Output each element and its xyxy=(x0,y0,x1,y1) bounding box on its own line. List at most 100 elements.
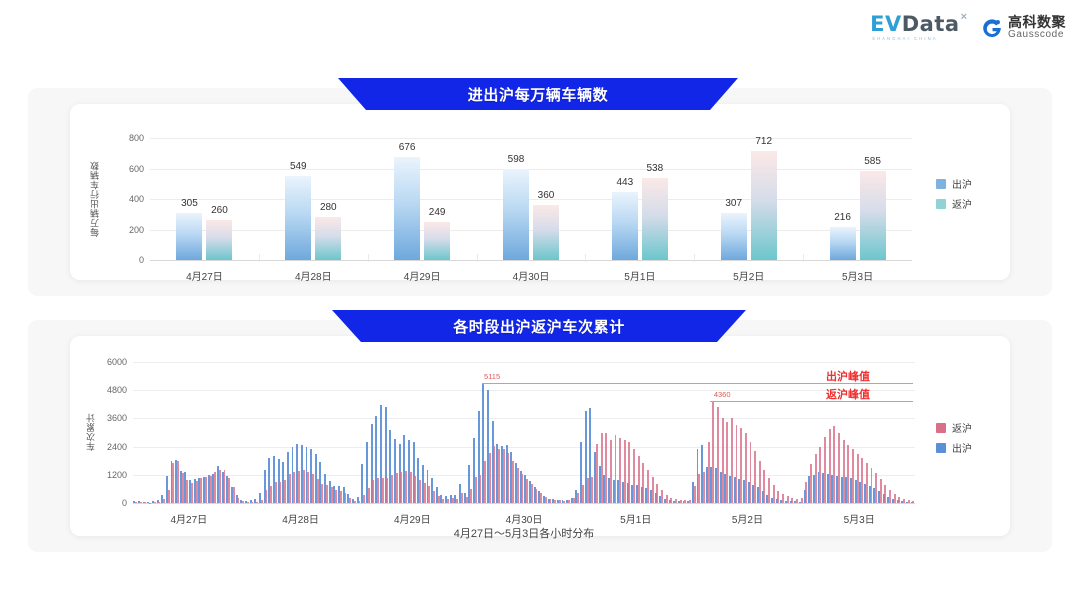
chart2-bar-out xyxy=(645,488,648,503)
chart2-bar-back xyxy=(293,471,296,503)
chart2-bar-out xyxy=(366,442,368,503)
chart2-x-axis-caption: 4月27日～5月3日各小时分布 xyxy=(453,528,595,540)
chart2-bar-out xyxy=(780,500,783,503)
chart2-bar-out xyxy=(812,474,815,503)
chart2-bar-out xyxy=(817,472,820,503)
chart2-bar-out xyxy=(691,481,694,503)
chart2-bar-back xyxy=(391,475,394,503)
chart1-legend-item[interactable]: 返沪 xyxy=(936,196,972,211)
chart2-x-tick: 4月30日 xyxy=(505,515,543,526)
chart2-bar-out xyxy=(705,466,708,503)
chart2-legend-item[interactable]: 出沪 xyxy=(936,440,972,455)
chart2-bar-out xyxy=(175,460,178,503)
chart2-bar-out xyxy=(291,446,294,503)
chart2-bar-back xyxy=(819,446,822,503)
chart2-bar-out xyxy=(235,495,238,503)
chart2-bar-back xyxy=(875,473,878,503)
chart2-bar-back xyxy=(405,471,407,503)
chart2-bar-out xyxy=(822,473,825,503)
chart2-bar-back xyxy=(679,499,682,503)
chart2-bar-back xyxy=(432,491,435,503)
chart2-bar-out xyxy=(528,481,531,503)
chart1-bar-out xyxy=(611,192,638,260)
chart2-bar-out xyxy=(878,491,880,503)
chart2-bar-back xyxy=(595,444,598,503)
chart2-bar-out xyxy=(305,446,308,503)
chart2-gridline xyxy=(133,474,915,476)
chart2-legend-item[interactable]: 返沪 xyxy=(936,420,972,435)
chart1-bar-value: 249 xyxy=(428,207,446,219)
chart2-bar-back xyxy=(181,473,184,503)
chart2-peak-value-back: 4360 xyxy=(713,389,731,399)
chart2-bar-out xyxy=(477,411,480,503)
chart2-bar-back xyxy=(214,472,217,503)
chart2-bar-back xyxy=(581,485,584,503)
chart2-bar-out xyxy=(561,500,564,503)
chart2-bar-back xyxy=(535,488,538,503)
chart2-bar-back xyxy=(279,482,282,503)
chart2-title-banner: 各时段出沪返沪车次累计 xyxy=(332,310,746,342)
chart2-y-tick: 6000 xyxy=(106,357,127,367)
chart2-bar-back xyxy=(763,470,766,503)
chart1-gridline xyxy=(150,138,912,139)
chart2-bar-out xyxy=(696,448,699,503)
chart2-bar-out xyxy=(519,471,522,503)
chart1-gridline xyxy=(150,260,912,261)
chart2-bar-out xyxy=(710,467,713,503)
gausscode-cn-name: 高科数聚 xyxy=(1008,14,1066,30)
chart2-bar-out xyxy=(244,500,247,503)
chart2-y-tick: 4800 xyxy=(106,385,127,396)
chart2-bar-back xyxy=(190,483,193,503)
chart2-bar-back xyxy=(726,421,729,503)
chart2-bar-out xyxy=(496,444,499,503)
chart2-bar-back xyxy=(493,446,496,503)
chart2-bar-out xyxy=(282,461,285,503)
chart2-y-tick: 0 xyxy=(121,498,127,508)
chart2-bar-back xyxy=(284,479,286,503)
chart2-gridline xyxy=(133,418,915,420)
chart2-bar-back xyxy=(903,498,906,503)
gausscode-logo-icon xyxy=(983,18,1001,37)
chart2-bar-out xyxy=(687,500,690,503)
chart1-y-tick: 600 xyxy=(128,163,144,174)
chart1-bar-value: 598 xyxy=(507,153,525,165)
chart2-bar-back xyxy=(735,425,738,503)
chart2-bar-back xyxy=(325,485,328,503)
chart2-bar-back xyxy=(372,479,375,503)
chart1-group-separator xyxy=(258,254,260,262)
chart2-bar-out xyxy=(566,500,569,503)
chart2-bar-back xyxy=(163,499,165,503)
chart2-bar-back xyxy=(628,441,631,503)
chart2-bar-out xyxy=(794,501,797,503)
chart1-bar-value: 712 xyxy=(755,136,773,148)
chart2-bar-back xyxy=(791,497,794,503)
chart2-bar-back xyxy=(195,480,198,503)
chart2-bar-out xyxy=(640,486,643,503)
chart1-bar-value: 360 xyxy=(537,190,555,202)
chart2-bar-out xyxy=(389,429,392,503)
chart2-bar-back xyxy=(889,489,892,503)
chart1-y-tick: 400 xyxy=(128,194,144,204)
chart2-bar-back xyxy=(307,472,310,503)
chart1-legend-item[interactable]: 出沪 xyxy=(936,176,972,191)
chart2-bar-out xyxy=(552,499,555,503)
chart2-x-tick: 5月1日 xyxy=(620,515,652,526)
chart2-bar-back xyxy=(586,478,589,503)
chart2-bar-back xyxy=(768,478,771,503)
chart2-bar-back xyxy=(740,427,743,503)
chart2-bar-back xyxy=(237,497,240,503)
chart2-bar-back xyxy=(544,496,547,503)
chart2-bar-out xyxy=(156,500,159,503)
chart2-x-tick: 5月3日 xyxy=(843,515,875,526)
chart2-peak-value-out: 5115 xyxy=(484,371,501,381)
chart1-x-tick: 5月2日 xyxy=(733,272,765,283)
chart2-x-tick: 5月2日 xyxy=(731,515,763,526)
chart2-bar-out xyxy=(487,389,489,503)
chart2-bar-back xyxy=(623,439,626,503)
chart2-bar-out xyxy=(445,495,448,503)
chart2-bar-out xyxy=(868,486,871,503)
chart2-bar-out xyxy=(845,477,848,503)
